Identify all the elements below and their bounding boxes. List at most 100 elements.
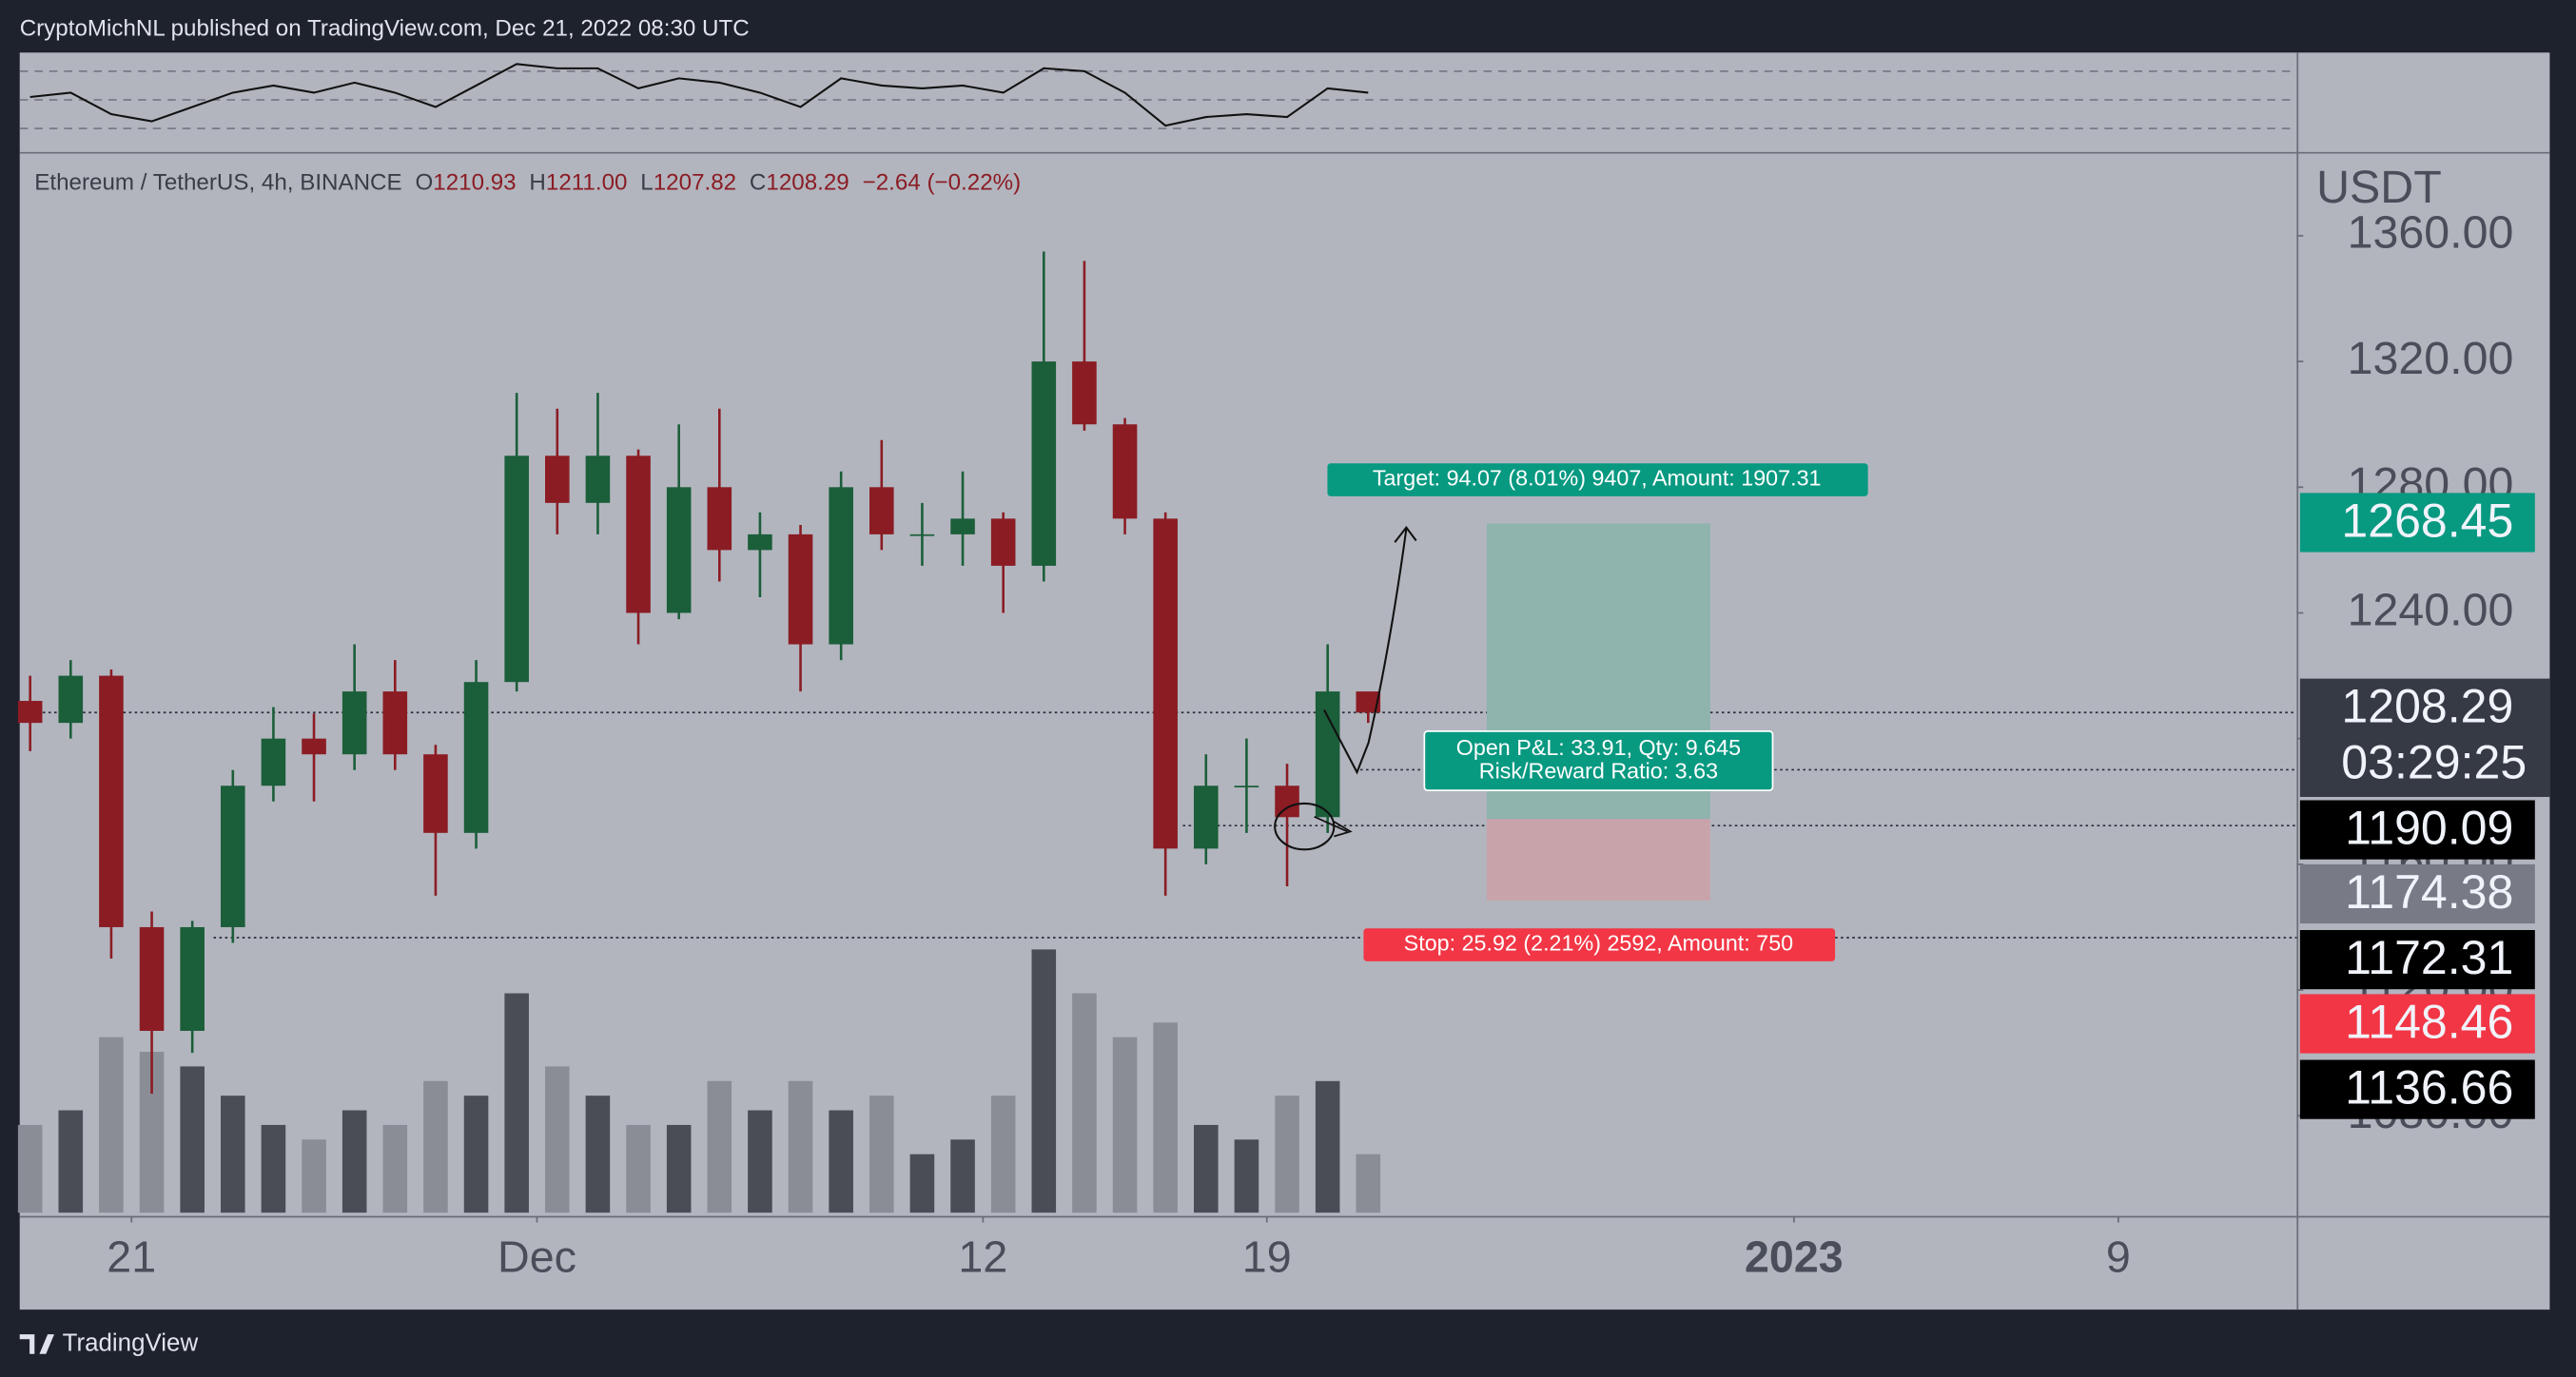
candle-body xyxy=(666,487,692,613)
candle-body xyxy=(504,456,529,683)
volume-bar xyxy=(382,1124,408,1213)
volume-bar xyxy=(180,1066,205,1213)
volume-bar xyxy=(990,1096,1016,1213)
footer-brand: TradingView xyxy=(63,1329,199,1356)
price-label-box xyxy=(2299,493,2535,553)
volume-bar xyxy=(221,1096,245,1213)
candle-body xyxy=(1194,785,1219,849)
target-label: Target: 94.07 (8.01%) 9407, Amount: 1907… xyxy=(1373,466,1822,491)
volume-bar xyxy=(58,1110,84,1213)
legend-value: 1211.00 xyxy=(546,170,628,196)
candle-body xyxy=(1153,518,1178,849)
candle-body xyxy=(990,518,1016,566)
candle-body xyxy=(545,456,570,503)
candle-body xyxy=(950,518,975,534)
legend-letter: C xyxy=(750,170,766,196)
price-label-box xyxy=(2299,1059,2535,1119)
legend-value: 1210.93 xyxy=(433,170,516,196)
volume-bar xyxy=(17,1124,43,1213)
candle-body xyxy=(58,675,84,724)
price-label-box xyxy=(2299,800,2535,860)
drawing-arrow xyxy=(1323,525,1417,775)
countdown-label: 03:29:25 xyxy=(2341,735,2527,788)
price-label: 1190.09 xyxy=(2345,802,2513,855)
x-tick-label: 9 xyxy=(2106,1232,2131,1282)
volume-bar xyxy=(1356,1154,1381,1213)
volume-bar xyxy=(950,1139,975,1213)
candle-body xyxy=(1072,361,1097,425)
stop-label: Stop: 25.92 (2.21%) 2592, Amount: 750 xyxy=(1404,931,1793,956)
price-label: 1136.66 xyxy=(2345,1061,2513,1115)
price-label-box xyxy=(2299,930,2535,990)
y-tick-label: 1360.00 xyxy=(2348,207,2514,259)
price-label: 1148.46 xyxy=(2345,995,2513,1048)
volume-bar xyxy=(748,1110,772,1213)
y-tick-label: 1240.00 xyxy=(2348,584,2514,635)
candle-body xyxy=(423,754,448,833)
stop-box xyxy=(1363,928,1836,961)
volume-bar xyxy=(342,1110,367,1213)
volume-bar xyxy=(1072,993,1097,1213)
legend-letter: H xyxy=(529,170,545,196)
x-tick-label: 2023 xyxy=(1745,1232,1844,1282)
candle-body xyxy=(585,456,611,503)
volume-bar xyxy=(788,1080,813,1213)
volume-bar xyxy=(1194,1124,1219,1213)
volume-bar xyxy=(1315,1080,1340,1213)
candle-body xyxy=(221,785,245,927)
legend-value: 1207.82 xyxy=(654,170,736,196)
candle-body xyxy=(180,926,205,1032)
legend-letter: O xyxy=(415,170,433,196)
volume-bar xyxy=(585,1096,611,1213)
volume-bar xyxy=(261,1124,286,1213)
price-label-box xyxy=(2299,863,2535,924)
rr-label: Risk/Reward Ratio: 3.63 xyxy=(1479,758,1718,783)
target-box xyxy=(1327,463,1868,496)
price-label: 1174.38 xyxy=(2345,865,2513,919)
candle-body xyxy=(829,487,853,645)
drawing-small-arrow xyxy=(1314,815,1353,838)
rsi-line xyxy=(29,63,1369,127)
candle-body xyxy=(1234,785,1259,787)
volume-bar xyxy=(1031,949,1057,1213)
price-label: 1268.45 xyxy=(2341,494,2513,547)
price-label: 1208.29 xyxy=(2341,680,2513,733)
candle-body xyxy=(302,738,326,755)
x-tick-label: 21 xyxy=(107,1232,156,1282)
volume-bar xyxy=(707,1080,732,1213)
candle-body xyxy=(1031,361,1057,566)
candle-body xyxy=(909,533,935,536)
legend-value: 1208.29 xyxy=(766,170,849,196)
candle-body xyxy=(261,738,286,786)
x-tick-label: 19 xyxy=(1242,1232,1292,1282)
volume-bar xyxy=(545,1066,570,1213)
candle-body xyxy=(788,533,813,645)
x-tick-label: 12 xyxy=(958,1232,1007,1282)
candle-body xyxy=(463,682,489,833)
header-text: CryptoMichNL published on TradingView.co… xyxy=(20,15,750,41)
candle-body xyxy=(707,487,732,551)
volume-bar xyxy=(99,1037,124,1213)
volume-bar xyxy=(423,1080,448,1213)
pnl-box xyxy=(1423,730,1774,791)
volume-bar xyxy=(504,993,529,1213)
candle-body xyxy=(1356,691,1381,713)
volume-bar xyxy=(463,1096,489,1213)
x-tick-label: Dec xyxy=(498,1232,576,1282)
candle-body xyxy=(748,533,772,551)
drawing-circle xyxy=(1274,802,1336,851)
currency-label: USDT xyxy=(2316,162,2442,213)
loss-zone xyxy=(1486,819,1710,902)
price-label-box xyxy=(2299,678,2550,798)
volume-bar xyxy=(909,1154,935,1213)
candle-body xyxy=(1315,691,1340,818)
candle-body xyxy=(626,456,651,613)
volume-bar xyxy=(1112,1037,1138,1213)
y-tick-label: 1320.00 xyxy=(2348,333,2514,384)
volume-bar xyxy=(626,1124,651,1213)
volume-bar xyxy=(666,1124,692,1213)
candle-body xyxy=(342,691,367,755)
candle-body xyxy=(139,926,165,1032)
